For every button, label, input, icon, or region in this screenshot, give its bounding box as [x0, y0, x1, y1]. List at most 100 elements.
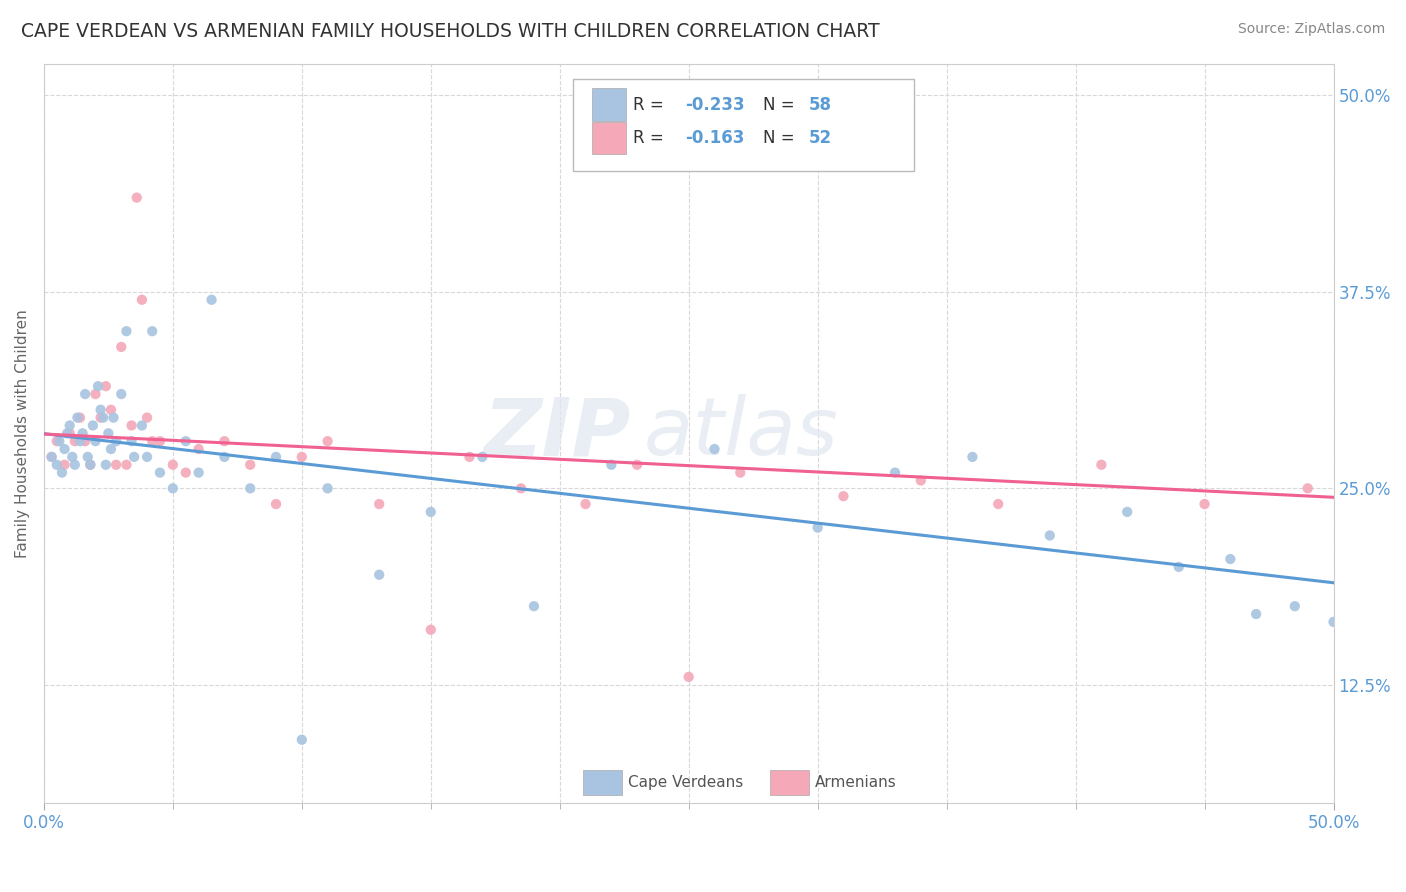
Point	[48, 434, 70, 449]
Text: N =: N =	[763, 95, 800, 113]
Point	[75, 387, 97, 401]
Point	[94, 458, 117, 472]
Point	[419, 505, 441, 519]
Point	[1322, 615, 1344, 629]
Text: Armenians: Armenians	[815, 775, 897, 790]
Point	[59, 426, 82, 441]
Point	[703, 442, 725, 456]
Point	[131, 293, 153, 307]
Point	[368, 497, 391, 511]
Point	[51, 466, 73, 480]
Point	[141, 434, 163, 449]
Point	[1039, 528, 1062, 542]
Point	[291, 450, 314, 464]
Point	[187, 442, 209, 456]
Point	[149, 466, 172, 480]
Point	[82, 418, 104, 433]
FancyBboxPatch shape	[583, 770, 621, 795]
Point	[1194, 497, 1216, 511]
Point	[678, 670, 700, 684]
FancyBboxPatch shape	[770, 770, 808, 795]
Point	[60, 450, 83, 464]
Point	[97, 426, 120, 441]
Point	[105, 434, 128, 449]
Point	[316, 434, 339, 449]
Point	[45, 458, 67, 472]
Point	[115, 458, 138, 472]
Point	[1219, 552, 1241, 566]
Point	[1244, 607, 1267, 621]
Point	[131, 418, 153, 433]
Point	[41, 450, 63, 464]
Text: 52: 52	[808, 129, 832, 147]
Point	[1167, 560, 1189, 574]
Point	[100, 402, 122, 417]
Point	[574, 497, 596, 511]
Point	[63, 458, 86, 472]
Point	[121, 418, 143, 433]
Point	[174, 466, 197, 480]
Text: 58: 58	[808, 95, 831, 113]
Point	[149, 434, 172, 449]
Point	[884, 466, 907, 480]
Point	[69, 434, 91, 449]
Point	[214, 450, 236, 464]
Point	[141, 324, 163, 338]
Point	[94, 379, 117, 393]
Point	[84, 434, 107, 449]
Point	[105, 458, 128, 472]
Point	[103, 410, 125, 425]
Point	[79, 458, 101, 472]
Point	[87, 379, 110, 393]
Point	[291, 732, 314, 747]
Point	[910, 474, 932, 488]
Point	[239, 481, 262, 495]
Point	[162, 458, 184, 472]
Point	[471, 450, 494, 464]
Point	[100, 442, 122, 456]
Point	[69, 410, 91, 425]
Point	[53, 442, 76, 456]
Point	[1090, 458, 1112, 472]
Point	[136, 410, 159, 425]
Point	[600, 458, 623, 472]
Point	[214, 434, 236, 449]
Point	[162, 481, 184, 495]
Point	[63, 434, 86, 449]
Point	[59, 418, 82, 433]
Point	[84, 387, 107, 401]
Text: -0.233: -0.233	[685, 95, 744, 113]
Point	[79, 458, 101, 472]
FancyBboxPatch shape	[592, 88, 626, 121]
Point	[76, 450, 98, 464]
Text: R =: R =	[633, 129, 669, 147]
Point	[510, 481, 533, 495]
Point	[626, 458, 648, 472]
Point	[1348, 466, 1371, 480]
FancyBboxPatch shape	[572, 78, 914, 171]
Point	[832, 489, 855, 503]
Point	[122, 450, 145, 464]
Point	[1399, 458, 1406, 472]
Point	[174, 434, 197, 449]
Point	[41, 450, 63, 464]
Point	[1284, 599, 1306, 614]
Text: Source: ZipAtlas.com: Source: ZipAtlas.com	[1237, 22, 1385, 37]
Point	[807, 520, 830, 534]
Point	[730, 466, 752, 480]
FancyBboxPatch shape	[592, 121, 626, 154]
Point	[45, 434, 67, 449]
Point	[523, 599, 546, 614]
Point	[1374, 474, 1396, 488]
Point	[66, 410, 89, 425]
Point	[90, 402, 112, 417]
Point	[125, 191, 148, 205]
Text: atlas: atlas	[644, 394, 838, 473]
Point	[187, 466, 209, 480]
Text: Cape Verdeans: Cape Verdeans	[628, 775, 744, 790]
Point	[239, 458, 262, 472]
Point	[1296, 481, 1319, 495]
Point	[75, 434, 97, 449]
Point	[368, 567, 391, 582]
Point	[419, 623, 441, 637]
